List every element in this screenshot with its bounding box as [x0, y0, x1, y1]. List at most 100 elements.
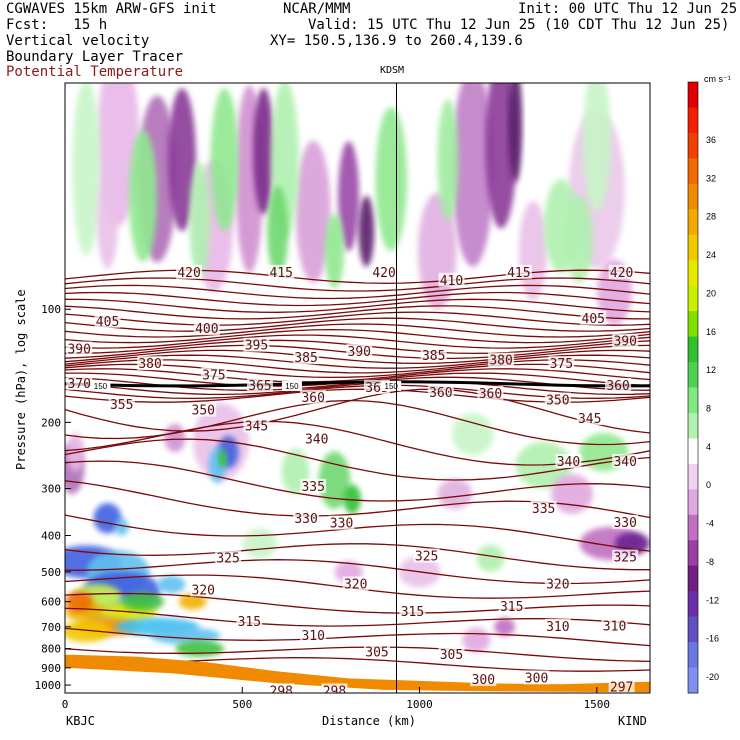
field-vertical-velocity: Vertical velocity [6, 33, 150, 49]
velocity-cell [295, 140, 331, 283]
theta-label-bg [523, 670, 550, 685]
theta-label: 420 [372, 266, 395, 281]
axes: 0 500 1000 1500 100 200 300 400 500 600 700 800 900 1… [35, 303, 611, 711]
colorbar-label: -20 [706, 672, 719, 682]
forecast-hour: Fcst: 15 h [6, 17, 108, 33]
theta-line [65, 317, 650, 332]
theta-label: 345 [245, 419, 268, 434]
theta-label: 385 [294, 351, 317, 366]
theta-label: 335 [301, 480, 324, 495]
colorbar-swatch [688, 107, 698, 134]
vertical-velocity-field [65, 83, 650, 657]
colorbar-swatch [688, 362, 698, 388]
theta-label: 420 [177, 266, 200, 281]
theta-line [65, 460, 650, 502]
tracer-label-bg [381, 380, 402, 391]
colorbar-swatch [688, 158, 698, 185]
velocity-cell [157, 575, 186, 594]
theta-label: 320 [546, 577, 569, 592]
theta-label-bg [420, 347, 447, 362]
y-tick-label: 600 [41, 596, 61, 609]
theta-label-bg [268, 683, 295, 693]
colorbar-label: 36 [706, 135, 716, 145]
velocity-cell [65, 620, 111, 643]
theta-label: 298 [323, 684, 346, 699]
theta-label-bg [268, 264, 295, 279]
theta-label-bg [176, 264, 203, 279]
velocity-cell [242, 528, 278, 559]
velocity-cell [582, 83, 611, 212]
theta-label: 350 [192, 404, 215, 419]
colorbar-swatch [688, 285, 698, 312]
velocity-cell [451, 412, 494, 456]
theta-label: 420 [610, 266, 633, 281]
colorbar-label: 0 [706, 480, 711, 490]
theta-label-bg [601, 618, 628, 633]
colorbar-label: -8 [706, 557, 714, 567]
velocity-cell [338, 141, 360, 252]
cross-section-endpoints: XY= 150.5,136.9 to 260.4,139.6 [270, 33, 523, 49]
theta-label: 325 [613, 551, 636, 566]
velocity-cell [164, 423, 186, 453]
velocity-cell [150, 627, 221, 645]
field-potential-temperature: Potential Temperature [6, 64, 184, 80]
velocity-cell [614, 532, 650, 555]
velocity-cell [175, 640, 225, 657]
y-tick-label: 400 [41, 529, 61, 542]
colorbar-swatch [688, 489, 698, 516]
theta-label: 310 [546, 620, 569, 635]
y-tick-label: 200 [41, 416, 61, 429]
theta-label: 350 [546, 394, 569, 409]
velocity-cell [476, 544, 505, 572]
colorbar-swatch [688, 642, 698, 669]
y-tick-label: 900 [41, 662, 61, 675]
theta-label: 405 [96, 315, 119, 330]
theta-label: 375 [550, 357, 573, 372]
theta-label: 310 [603, 619, 626, 634]
theta-line [65, 328, 650, 344]
theta-label: 360 [301, 391, 324, 406]
theta-line [65, 284, 650, 300]
velocity-cell [437, 478, 473, 509]
velocity-cell [168, 88, 196, 232]
x-tick-label: 1500 [584, 698, 611, 711]
theta-label-bg [364, 644, 390, 659]
theta-line [65, 380, 650, 396]
theta-label: 320 [192, 583, 215, 598]
theta-line [65, 269, 650, 284]
theta-label-bg [342, 576, 369, 591]
theta-label-bg [94, 313, 121, 328]
theta-label-bg [300, 478, 327, 493]
velocity-cell [551, 474, 593, 514]
tracer-label-bg [281, 380, 302, 391]
theta-label-bg [612, 454, 639, 469]
tracer-label: 150 [94, 382, 108, 391]
velocity-cell [375, 106, 407, 252]
colorbar-swatch [688, 132, 698, 159]
theta-label: 340 [613, 455, 636, 470]
y-tick-label: 800 [41, 643, 61, 656]
theta-label-bg [247, 377, 273, 392]
theta-label: 335 [532, 502, 555, 517]
theta-label-bg [555, 454, 582, 469]
colorbar-swatch [688, 260, 698, 287]
station-right: KIND [618, 714, 647, 728]
theta-label-bg [399, 604, 426, 619]
terrain-low-level [65, 654, 650, 693]
colorbar-label: -12 [706, 595, 719, 605]
velocity-cell [72, 83, 101, 256]
field-boundary-tracer: Boundary Layer Tracer [6, 49, 184, 65]
theta-label: 390 [67, 343, 90, 358]
theta-label: 325 [216, 551, 239, 566]
theta-label: 300 [525, 671, 548, 686]
velocity-cell [122, 592, 164, 611]
colorbar-swatch [688, 336, 698, 363]
theta-line [65, 298, 650, 313]
theta-label-bg [243, 418, 270, 433]
velocity-cell [253, 88, 275, 215]
colorbar-swatch [688, 234, 698, 261]
x-axis-label: Distance (km) [322, 714, 416, 728]
theta-label-bg [427, 384, 454, 399]
theta-label: 360 [479, 387, 502, 402]
theta-label-bg [544, 392, 571, 407]
